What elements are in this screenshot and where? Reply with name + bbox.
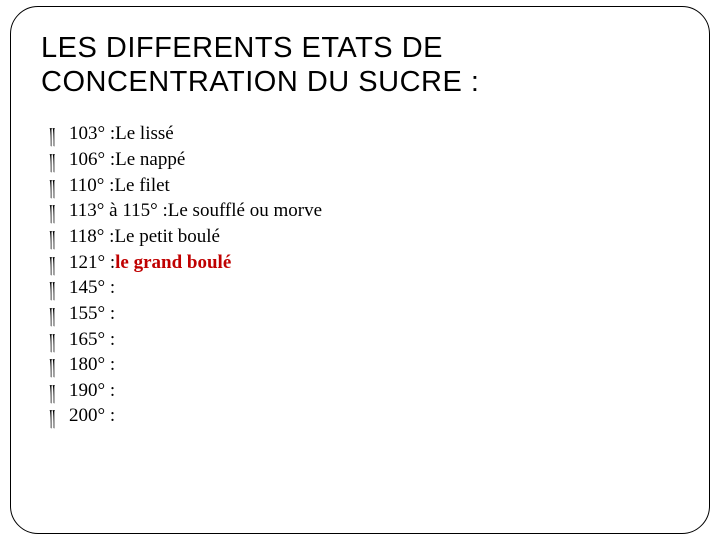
list-item: ༎165° : bbox=[49, 327, 679, 353]
stage-label: Le filet bbox=[114, 173, 169, 199]
list-item: ༎190° : bbox=[49, 378, 679, 404]
slide-frame: LES DIFFERENTS ETATS DE CONCENTRATION DU… bbox=[10, 6, 710, 534]
bullet-icon: ༎ bbox=[49, 278, 67, 300]
temperature-list: ༎103° : Le lissé༎106° : Le nappé༎110° : … bbox=[41, 121, 679, 429]
separator: : bbox=[110, 403, 115, 429]
list-item: ༎200° : bbox=[49, 403, 679, 429]
temperature-value: 118° bbox=[69, 224, 109, 250]
bullet-icon: ༎ bbox=[49, 227, 67, 249]
bullet-icon: ༎ bbox=[49, 176, 67, 198]
temperature-value: 110° bbox=[69, 173, 109, 199]
temperature-value: 145° bbox=[69, 275, 110, 301]
bullet-icon: ༎ bbox=[49, 253, 67, 275]
list-item: ༎106° : Le nappé bbox=[49, 147, 679, 173]
bullet-icon: ༎ bbox=[49, 304, 67, 326]
list-item: ༎155° : bbox=[49, 301, 679, 327]
bullet-icon: ༎ bbox=[49, 150, 67, 172]
slide-title: LES DIFFERENTS ETATS DE CONCENTRATION DU… bbox=[41, 31, 679, 99]
separator: : bbox=[110, 301, 115, 327]
separator: : bbox=[110, 275, 115, 301]
list-item: ༎121° : le grand boulé bbox=[49, 250, 679, 276]
list-item: ༎103° : Le lissé bbox=[49, 121, 679, 147]
temperature-value: 113° à 115° bbox=[69, 198, 162, 224]
temperature-value: 155° bbox=[69, 301, 110, 327]
bullet-icon: ༎ bbox=[49, 124, 67, 146]
list-item: ༎110° : Le filet bbox=[49, 173, 679, 199]
temperature-value: 103° bbox=[69, 121, 110, 147]
temperature-value: 121° bbox=[69, 250, 110, 276]
separator: : bbox=[110, 378, 115, 404]
bullet-icon: ༎ bbox=[49, 355, 67, 377]
temperature-value: 200° bbox=[69, 403, 110, 429]
stage-label: Le lissé bbox=[115, 121, 174, 147]
stage-label: Le nappé bbox=[115, 147, 185, 173]
bullet-icon: ༎ bbox=[49, 330, 67, 352]
separator: : bbox=[110, 327, 115, 353]
temperature-value: 190° bbox=[69, 378, 110, 404]
stage-label: Le soufflé ou morve bbox=[168, 198, 322, 224]
temperature-value: 106° bbox=[69, 147, 110, 173]
list-item: ༎118° : Le petit boulé bbox=[49, 224, 679, 250]
bullet-icon: ༎ bbox=[49, 406, 67, 428]
list-item: ༎145° : bbox=[49, 275, 679, 301]
bullet-icon: ༎ bbox=[49, 381, 67, 403]
list-item: ༎180° : bbox=[49, 352, 679, 378]
bullet-icon: ༎ bbox=[49, 201, 67, 223]
stage-label: le grand boulé bbox=[115, 250, 231, 276]
separator: : bbox=[110, 352, 115, 378]
temperature-value: 180° bbox=[69, 352, 110, 378]
stage-label: Le petit boulé bbox=[114, 224, 220, 250]
temperature-value: 165° bbox=[69, 327, 110, 353]
list-item: ༎113° à 115° : Le soufflé ou morve bbox=[49, 198, 679, 224]
